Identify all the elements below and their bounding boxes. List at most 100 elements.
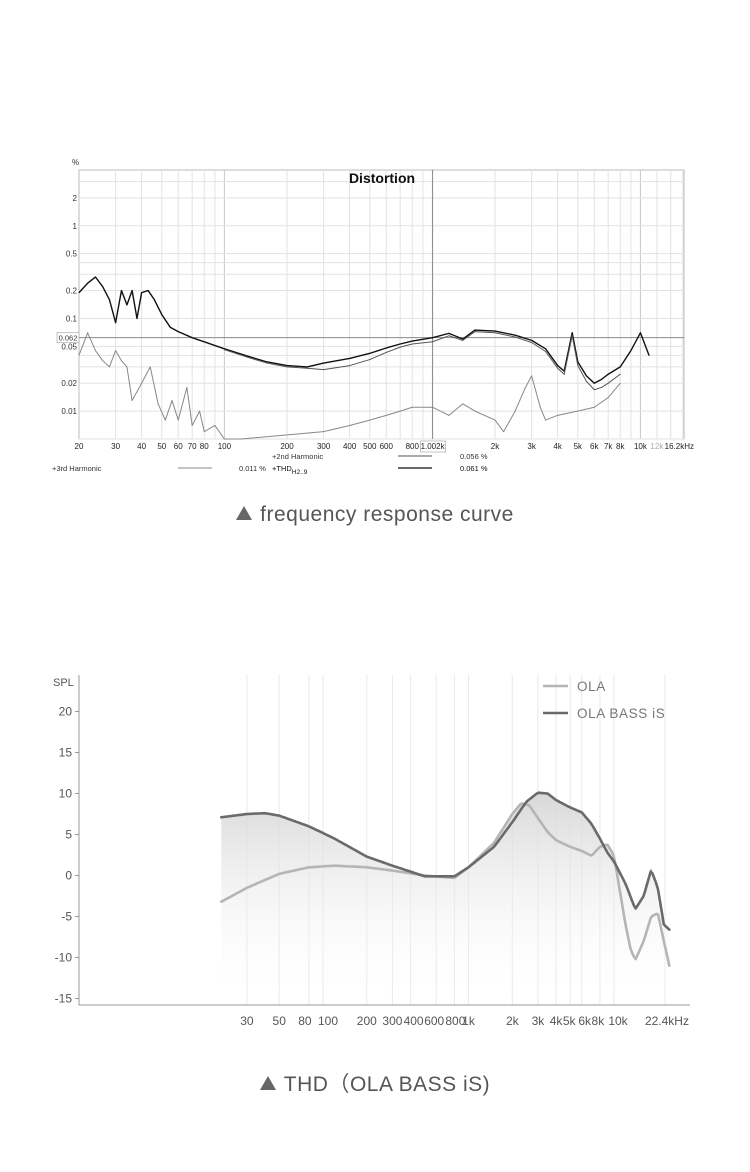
y-tick-label: 5 bbox=[65, 828, 72, 842]
data-point bbox=[102, 286, 104, 288]
data-point bbox=[619, 366, 621, 368]
legend-value: 0.056 % bbox=[460, 452, 488, 461]
data-point bbox=[126, 304, 128, 306]
data-point bbox=[613, 855, 615, 857]
data-point bbox=[333, 865, 336, 867]
x-tick-label: 6k bbox=[590, 442, 599, 451]
data-point bbox=[278, 873, 280, 875]
data-point bbox=[278, 815, 280, 817]
y-tick-label: 0.01 bbox=[61, 407, 77, 416]
series-3rd-harmonic bbox=[78, 332, 621, 440]
data-point bbox=[177, 419, 179, 421]
data-point bbox=[153, 299, 155, 301]
data-point bbox=[453, 877, 455, 879]
data-point bbox=[643, 940, 645, 942]
data-point bbox=[545, 350, 547, 352]
data-point bbox=[643, 895, 645, 897]
data-point bbox=[264, 812, 266, 814]
data-point bbox=[503, 431, 505, 433]
data-point bbox=[102, 360, 104, 362]
data-point bbox=[136, 317, 138, 319]
y-tick-label: -5 bbox=[61, 910, 72, 924]
x-tick-label: 40 bbox=[137, 442, 146, 451]
data-point bbox=[563, 373, 565, 375]
data-point bbox=[147, 290, 149, 292]
cursor-y-box bbox=[56, 332, 80, 344]
x-tick-label: 300 bbox=[382, 1014, 402, 1028]
data-point bbox=[555, 799, 557, 801]
data-point bbox=[366, 866, 368, 868]
data-point bbox=[306, 367, 308, 369]
data-point bbox=[537, 792, 539, 794]
cursor-x-box bbox=[420, 440, 446, 453]
data-point bbox=[115, 322, 117, 324]
cursor-y-label: 0.062 bbox=[59, 334, 78, 343]
data-point bbox=[607, 373, 609, 375]
plot-area bbox=[78, 169, 685, 440]
x-tick-label: 10k bbox=[634, 442, 648, 451]
data-point bbox=[385, 351, 387, 353]
y-tick-label: 0.2 bbox=[66, 287, 78, 296]
legend-value: 0.011 % bbox=[239, 464, 266, 473]
y-axis-label: % bbox=[72, 158, 79, 167]
data-point bbox=[385, 414, 387, 416]
data-point bbox=[266, 361, 268, 363]
data-point bbox=[349, 365, 351, 367]
x-tick-label: 20 bbox=[75, 442, 84, 451]
data-point bbox=[391, 869, 394, 872]
series-line bbox=[224, 331, 621, 391]
data-point bbox=[126, 366, 128, 368]
data-point bbox=[607, 382, 609, 384]
y-tick-label: 1 bbox=[73, 222, 78, 231]
data-point bbox=[323, 362, 325, 364]
data-point bbox=[141, 292, 143, 294]
data-point bbox=[613, 860, 615, 863]
data-point bbox=[634, 959, 636, 961]
data-point bbox=[474, 331, 476, 333]
data-point bbox=[531, 375, 533, 377]
data-point bbox=[286, 365, 288, 367]
caption-text: frequency response curve bbox=[260, 503, 514, 526]
data-point bbox=[657, 912, 659, 914]
x-tick-label: 200 bbox=[280, 442, 294, 451]
data-point bbox=[220, 901, 222, 903]
data-point bbox=[593, 382, 595, 384]
data-point bbox=[87, 332, 89, 334]
x-tick-label: 12k bbox=[650, 442, 664, 451]
x-tick-label: 50 bbox=[157, 442, 166, 451]
legend-label: +2nd Harmonic bbox=[272, 452, 323, 461]
spl-chart: SPL 20 15 10 5 0 -5 -10 -15 30 50 80 100 200 300 400 600… bbox=[0, 665, 750, 1035]
data-point bbox=[108, 366, 110, 368]
data-point bbox=[657, 887, 659, 889]
data-point bbox=[650, 869, 652, 871]
data-point bbox=[624, 883, 627, 885]
data-point bbox=[247, 356, 249, 358]
data-point bbox=[624, 924, 627, 926]
y-tick-label: -15 bbox=[55, 992, 73, 1006]
data-point bbox=[557, 365, 559, 367]
legend-label: OLA BASS iS bbox=[577, 706, 665, 721]
data-point bbox=[177, 331, 179, 333]
data-point bbox=[630, 350, 632, 352]
data-point bbox=[577, 365, 579, 367]
data-point bbox=[78, 354, 80, 356]
legend-label-main: +THD bbox=[272, 464, 292, 473]
data-point bbox=[349, 424, 351, 426]
data-point bbox=[520, 802, 522, 804]
data-point bbox=[668, 965, 670, 967]
data-point bbox=[493, 842, 495, 844]
y-tick-label: 0.1 bbox=[66, 314, 78, 323]
data-point bbox=[131, 400, 133, 402]
data-point bbox=[214, 424, 216, 426]
x-tick-label: 80 bbox=[298, 1014, 312, 1028]
data-point bbox=[78, 292, 80, 294]
x-tick-label: 800 bbox=[406, 442, 420, 451]
data-point bbox=[308, 825, 310, 827]
x-tick-label: 800 bbox=[445, 1014, 465, 1028]
data-point bbox=[131, 290, 133, 292]
data-point bbox=[448, 332, 450, 334]
data-point bbox=[494, 419, 496, 421]
data-point bbox=[590, 823, 593, 825]
data-point bbox=[369, 352, 371, 354]
data-point bbox=[585, 380, 587, 382]
